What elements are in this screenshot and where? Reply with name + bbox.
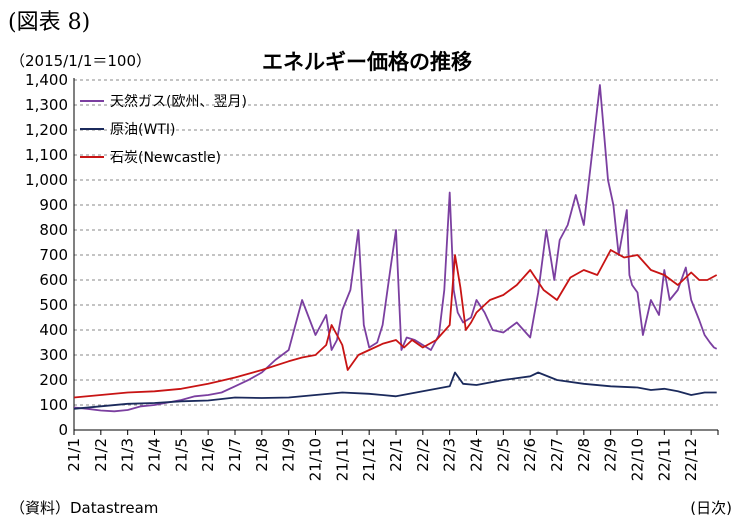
- y-tick-label: 600: [39, 271, 68, 289]
- y-tick-label: 1,000: [25, 171, 68, 189]
- x-tick-label: 21/11: [333, 438, 351, 481]
- y-tick-label: 800: [39, 221, 68, 239]
- y-tick-label: 1,400: [25, 71, 68, 89]
- x-tick-label: 22/6: [521, 438, 539, 472]
- x-unit-label: (日次): [690, 499, 732, 517]
- x-tick-label: 21/1: [65, 438, 83, 472]
- x-tick-label: 21/8: [253, 438, 271, 472]
- x-tick-label: 22/2: [414, 438, 432, 472]
- legend-label: 石炭(Newcastle): [110, 150, 221, 166]
- x-tick-label: 21/3: [119, 438, 137, 472]
- x-tick-label: 22/9: [602, 438, 620, 472]
- x-tick-label: 22/5: [494, 438, 512, 472]
- y-tick-label: 900: [39, 196, 68, 214]
- y-tick-label: 200: [39, 371, 68, 389]
- x-tick-label: 22/4: [468, 438, 486, 472]
- x-tick-label: 22/8: [575, 438, 593, 472]
- y-tick-label: 1,300: [25, 96, 68, 114]
- y-tick-label: 1,200: [25, 121, 68, 139]
- x-tick-label: 22/12: [682, 438, 700, 481]
- source-label: （資料）Datastream: [10, 499, 159, 517]
- y-tick-label: 500: [39, 296, 68, 314]
- unit-label: （2015/1/1＝100）: [10, 52, 151, 70]
- series-line-1: [73, 371, 717, 410]
- x-tick-label: 21/7: [226, 438, 244, 472]
- x-tick-label: 22/11: [655, 438, 673, 481]
- x-tick-label: 21/4: [146, 438, 164, 472]
- x-tick-label: 22/7: [548, 438, 566, 472]
- y-tick-label: 400: [39, 321, 68, 339]
- y-tick-label: 1,100: [25, 146, 68, 164]
- legend-label: 天然ガス(欧州、翌月): [110, 93, 247, 110]
- x-tick-label: 21/9: [280, 438, 298, 472]
- y-tick-label: 0: [58, 421, 68, 439]
- y-tick-label: 300: [39, 346, 68, 364]
- x-tick-label: 21/5: [172, 438, 190, 472]
- x-tick-label: 22/10: [629, 438, 647, 481]
- legend: 天然ガス(欧州、翌月) 原油(WTI) 石炭(Newcastle): [80, 93, 247, 166]
- series-layer: [73, 84, 718, 413]
- series-line-0: [73, 84, 718, 413]
- x-tick-label: 21/2: [92, 438, 110, 472]
- x-tick-label: 21/12: [360, 438, 378, 481]
- x-tick-label: 22/3: [441, 438, 459, 472]
- x-tick-label: 22/1: [387, 438, 405, 472]
- legend-label: 原油(WTI): [110, 122, 175, 138]
- series-line-2: [73, 249, 718, 399]
- y-tick-label: 700: [39, 246, 68, 264]
- figure-label: (図表 8): [8, 10, 91, 35]
- y-tick-label: 100: [39, 396, 68, 414]
- x-tick-label: 21/10: [307, 438, 325, 481]
- chart-title: エネルギー価格の推移: [262, 50, 472, 74]
- x-tick-label: 21/6: [199, 438, 217, 472]
- axis-layer: 0 100 200 300 400 500 600 700 800 900 1,000 1,100 1,…: [25, 71, 719, 481]
- grid-layer: [74, 79, 718, 406]
